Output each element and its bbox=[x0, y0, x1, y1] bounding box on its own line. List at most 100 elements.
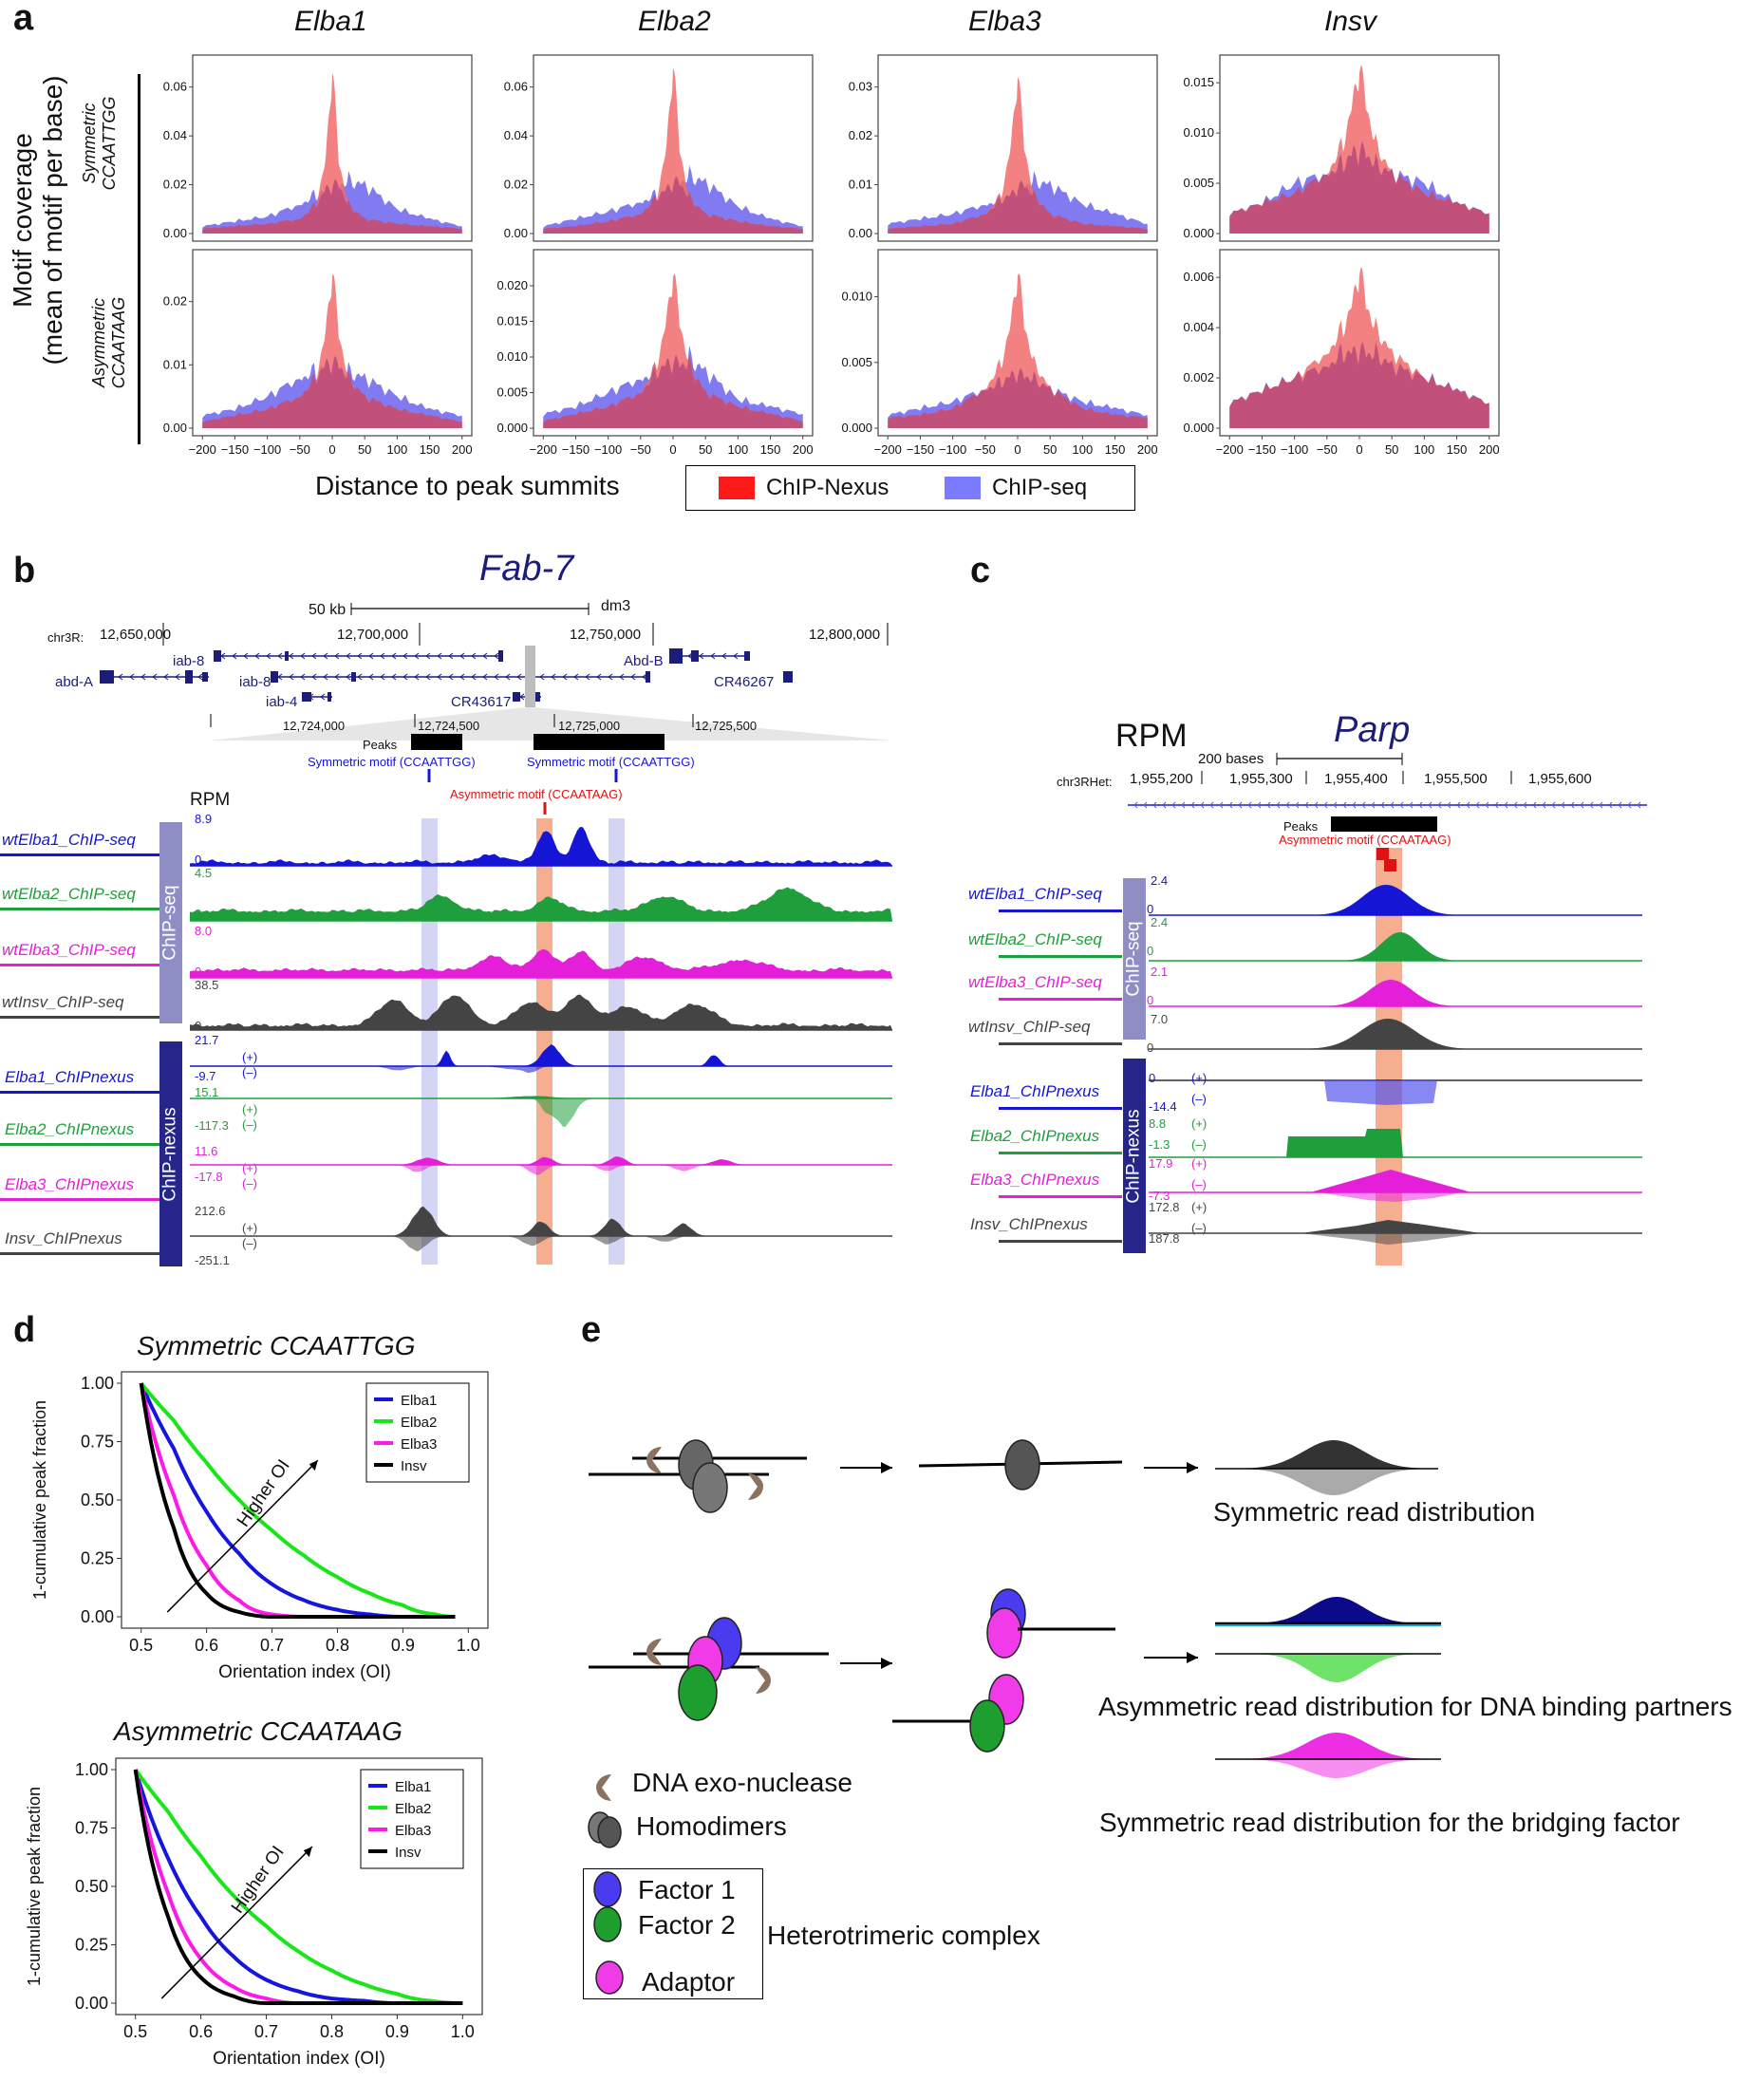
chart-title-insv: Insv bbox=[1324, 6, 1377, 37]
c-coord: 1,955,400 bbox=[1324, 771, 1388, 787]
c-chrom: chr3RHet: bbox=[1057, 775, 1113, 789]
orientation-index-chart: 0.5 0.6 0.7 0.8 0.9 1.0 0.00 0.25 0.50 0.75 1.00 Or… bbox=[30, 1371, 489, 1682]
panel-b-gene-title: Fab-7 bbox=[479, 549, 574, 589]
row-bracket bbox=[138, 74, 140, 444]
ytick-label: 0.010 bbox=[1183, 125, 1214, 140]
protein-ellipse bbox=[969, 1699, 1005, 1753]
b-track-max: 4.5 bbox=[195, 866, 213, 880]
track-underline bbox=[0, 1198, 159, 1201]
b-zoom-coord: 12,724,500 bbox=[418, 719, 480, 733]
ytick-label: 0.04 bbox=[163, 128, 187, 142]
c-track-zero: 0 bbox=[1147, 1041, 1154, 1055]
c-chipseq-bar-label: ChIP-seq bbox=[1124, 921, 1145, 997]
gene-label: CR43617 bbox=[451, 694, 512, 710]
chart-title-elba2: Elba2 bbox=[638, 6, 711, 37]
xtick-label: −200 bbox=[189, 442, 216, 457]
coverage-track bbox=[190, 948, 892, 978]
panel-b-letter: b bbox=[13, 551, 36, 591]
protein-ellipse bbox=[678, 1664, 718, 1721]
c-coord: 1,955,500 bbox=[1424, 771, 1488, 787]
xtick-label: −150 bbox=[221, 442, 249, 457]
c-track-max: 17.9 bbox=[1149, 1156, 1173, 1171]
legend-label: Elba2 bbox=[395, 1801, 431, 1817]
xtick-label: 150 bbox=[420, 442, 440, 457]
track-underline bbox=[999, 1042, 1122, 1045]
xtick-label: 100 bbox=[728, 442, 749, 457]
gene-label: iab-8 bbox=[173, 653, 205, 669]
track-underline bbox=[999, 1107, 1122, 1110]
b-track-zero: 0 bbox=[195, 853, 202, 867]
xtick-label: −200 bbox=[874, 442, 902, 457]
b-track-min: -9.7 bbox=[195, 1069, 216, 1083]
e-factor1: Factor 1 bbox=[638, 1875, 736, 1904]
ytick-label: 0.00 bbox=[163, 421, 187, 435]
motif-area-chart: 0.00 0.02 0.04 0.06 bbox=[163, 54, 473, 242]
c-track-min: -1.3 bbox=[1149, 1137, 1170, 1152]
ytick-label: 0.005 bbox=[496, 385, 528, 400]
e-factor2: Factor 2 bbox=[638, 1910, 736, 1940]
c-track-max: 2.4 bbox=[1151, 873, 1169, 888]
xtick-label: −150 bbox=[562, 442, 590, 457]
motif-area-chart: 0.000 0.002 0.004 0.006 −200 −150 −100 −50 0 50 10… bbox=[1183, 249, 1500, 457]
xtick-label: 50 bbox=[358, 442, 371, 457]
panel-a-legend: ChIP-Nexus ChIP-seq bbox=[685, 465, 1135, 511]
exonuclease-shape bbox=[756, 1667, 771, 1694]
series-line-elba2 bbox=[134, 1768, 463, 2005]
motif-area-chart: 0.00 0.01 0.02 0.03 bbox=[849, 54, 1158, 242]
xtick-label: 0.8 bbox=[326, 1636, 349, 1655]
coverage-track bbox=[190, 887, 892, 921]
xtick-label: 1.0 bbox=[451, 2022, 475, 2041]
c-track-max: 172.8 bbox=[1149, 1200, 1180, 1214]
ylabel-line1: Motif coverage bbox=[8, 133, 37, 308]
panel-c-gene-title: Parp bbox=[1334, 710, 1411, 750]
c-seq-track-name: wtElba1_ChIP-seq bbox=[968, 885, 1102, 903]
motif-area-chart: 0.00 0.02 0.04 0.06 bbox=[504, 54, 814, 242]
e-bridge-text: Symmetric read distribution for the brid… bbox=[1099, 1808, 1680, 1837]
ytick-label: 0.015 bbox=[1183, 75, 1214, 89]
c-nexus-track-name: Insv_ChIPnexus bbox=[970, 1215, 1088, 1233]
ytick-label: 1.00 bbox=[75, 1760, 108, 1779]
b-nexus-track-name: Elba1_ChIPnexus bbox=[5, 1068, 135, 1086]
b-track-min: -117.3 bbox=[195, 1118, 229, 1133]
nexus-plus-strand bbox=[190, 1096, 892, 1098]
c-track-max: 2.4 bbox=[1151, 915, 1169, 929]
e-asym-text: Asymmetric read distribution for DNA bin… bbox=[1098, 1692, 1732, 1721]
ytick-label: 1.00 bbox=[81, 1374, 114, 1393]
xtick-label: 0.6 bbox=[195, 1636, 218, 1655]
track-underline bbox=[0, 1143, 159, 1146]
overlap-area bbox=[202, 179, 462, 234]
ytick-label: 0.000 bbox=[496, 421, 528, 435]
b-zoom-coord: 12,724,000 bbox=[283, 719, 346, 733]
b-assembly: dm3 bbox=[601, 598, 631, 614]
b-nexus-track-name: Elba3_ChIPnexus bbox=[5, 1175, 135, 1193]
panel-c-browser bbox=[1128, 753, 1647, 1266]
ylabel-line2: (mean of motif per base) bbox=[38, 75, 67, 366]
track-underline bbox=[999, 998, 1122, 1001]
ytick-label: 0.25 bbox=[75, 1936, 108, 1955]
c-seq-track-name: wtElba3_ChIP-seq bbox=[968, 973, 1102, 991]
b-sym-motif-2: Symmetric motif (CCAATTGG) bbox=[527, 755, 695, 769]
ytick-label: 0.50 bbox=[75, 1877, 108, 1896]
xtick-label: 0.9 bbox=[391, 1636, 415, 1655]
overlap-area bbox=[888, 180, 1148, 234]
nexus-plus-strand bbox=[190, 1206, 892, 1236]
read-distribution bbox=[1215, 1654, 1441, 1682]
b-chipseq-bar-label: ChIP-seq bbox=[160, 885, 181, 961]
b-scale-label: 50 kb bbox=[309, 602, 346, 618]
c-track-max: 8.8 bbox=[1149, 1116, 1167, 1131]
b-track-max: 8.0 bbox=[195, 924, 213, 938]
xtick-label: 100 bbox=[1414, 442, 1435, 457]
panel-e-letter: e bbox=[581, 1310, 602, 1350]
ytick-label: 0.00 bbox=[81, 1607, 114, 1626]
read-distribution bbox=[1215, 1597, 1441, 1623]
b-track-max: 11.6 bbox=[195, 1144, 218, 1158]
b-nexus-track-name: Insv_ChIPnexus bbox=[5, 1229, 122, 1247]
gene-label: iab-8 bbox=[239, 674, 271, 690]
ytick-label: 0.00 bbox=[163, 226, 187, 240]
exonuclease-shape bbox=[596, 1774, 611, 1801]
b-seq-track-name: wtElba2_ChIP-seq bbox=[2, 885, 136, 903]
legend-swatch-nexus bbox=[719, 477, 755, 499]
xtick-label: −50 bbox=[290, 442, 310, 457]
chipnexus-area bbox=[202, 73, 462, 234]
nexus-plus-strand bbox=[190, 1156, 892, 1165]
